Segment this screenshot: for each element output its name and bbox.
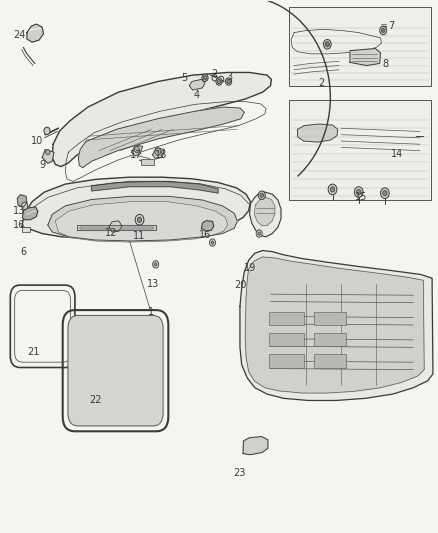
Text: 11: 11 [134, 231, 146, 241]
Circle shape [138, 217, 142, 222]
FancyBboxPatch shape [68, 316, 163, 426]
Polygon shape [78, 107, 244, 167]
Polygon shape [22, 207, 38, 220]
Circle shape [135, 214, 144, 225]
Polygon shape [42, 150, 54, 164]
Circle shape [357, 189, 361, 195]
Bar [314, 312, 346, 325]
Bar [269, 354, 304, 368]
Circle shape [258, 232, 261, 235]
Text: 17: 17 [130, 150, 142, 160]
Bar [314, 354, 346, 368]
Bar [314, 333, 346, 346]
Circle shape [260, 193, 264, 197]
Polygon shape [48, 196, 237, 241]
Polygon shape [250, 192, 281, 237]
Text: 9: 9 [39, 160, 45, 171]
Text: 24: 24 [13, 30, 25, 41]
Text: 2: 2 [318, 78, 325, 88]
Bar [141, 159, 154, 165]
Text: 2: 2 [212, 69, 218, 79]
Text: 14: 14 [391, 149, 403, 159]
Circle shape [381, 28, 385, 33]
Polygon shape [245, 257, 424, 393]
Polygon shape [21, 177, 251, 239]
Polygon shape [17, 195, 27, 207]
Polygon shape [92, 181, 218, 193]
Text: 21: 21 [27, 346, 39, 357]
Circle shape [354, 187, 363, 197]
Circle shape [155, 148, 161, 156]
Bar [269, 312, 304, 325]
Text: 23: 23 [233, 468, 245, 478]
Text: 8: 8 [383, 60, 389, 69]
Circle shape [381, 188, 389, 198]
Text: 4: 4 [193, 90, 199, 100]
Circle shape [134, 147, 140, 153]
Bar [269, 333, 304, 346]
Circle shape [154, 263, 157, 266]
Circle shape [203, 76, 207, 80]
Text: 13: 13 [146, 279, 159, 288]
Polygon shape [189, 79, 205, 90]
Circle shape [216, 78, 222, 85]
Text: 16: 16 [199, 230, 211, 240]
Polygon shape [152, 148, 164, 159]
Bar [21, 227, 30, 232]
Polygon shape [255, 197, 275, 225]
Text: 22: 22 [90, 395, 102, 406]
Polygon shape [132, 146, 143, 156]
Text: 13: 13 [13, 206, 25, 216]
Text: 7: 7 [389, 21, 395, 31]
Circle shape [211, 241, 214, 244]
Polygon shape [350, 49, 381, 66]
Circle shape [383, 190, 387, 196]
Circle shape [323, 39, 331, 49]
Text: 19: 19 [244, 263, 257, 272]
Polygon shape [297, 124, 338, 142]
Polygon shape [27, 24, 43, 42]
Polygon shape [201, 221, 214, 231]
Text: 16: 16 [13, 220, 25, 230]
Circle shape [21, 202, 28, 209]
Circle shape [380, 26, 387, 35]
Circle shape [227, 79, 230, 84]
Circle shape [330, 187, 335, 192]
Text: 18: 18 [155, 150, 167, 160]
Circle shape [217, 79, 221, 84]
Circle shape [256, 230, 262, 237]
Circle shape [209, 239, 215, 246]
Circle shape [226, 78, 232, 85]
Circle shape [328, 184, 337, 195]
Polygon shape [55, 201, 228, 242]
Circle shape [202, 74, 208, 82]
Polygon shape [243, 437, 268, 455]
Text: 3: 3 [226, 72, 233, 82]
Text: 12: 12 [105, 228, 117, 238]
Text: 15: 15 [355, 192, 367, 203]
Circle shape [258, 191, 265, 199]
Circle shape [44, 127, 50, 135]
Text: 20: 20 [234, 280, 246, 289]
Text: 1: 1 [148, 306, 154, 317]
Polygon shape [109, 221, 122, 232]
Polygon shape [52, 72, 272, 166]
Polygon shape [77, 225, 155, 230]
Circle shape [325, 42, 329, 47]
Text: 10: 10 [31, 136, 43, 146]
Polygon shape [240, 251, 433, 400]
Text: 5: 5 [181, 74, 187, 83]
Bar [289, 100, 431, 200]
Bar [289, 7, 431, 86]
Circle shape [152, 261, 159, 268]
Polygon shape [80, 227, 152, 229]
Text: 6: 6 [21, 247, 27, 256]
Circle shape [46, 150, 50, 155]
